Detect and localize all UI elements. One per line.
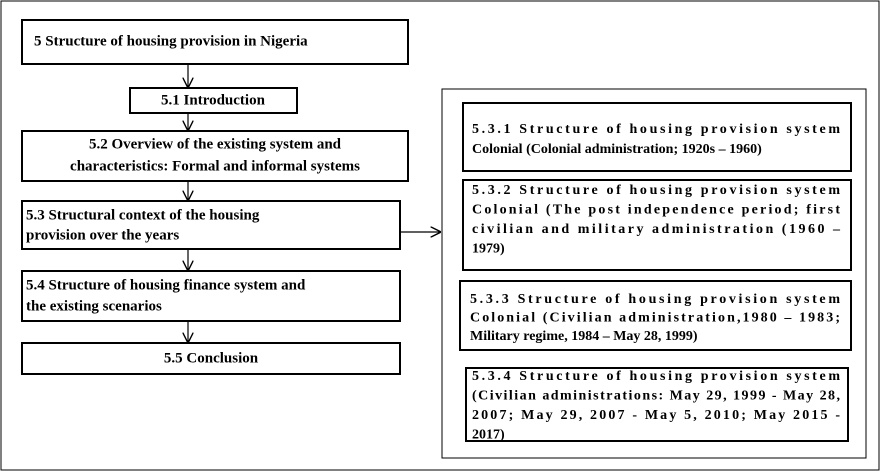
box-label: 5.1 Introduction — [161, 92, 266, 108]
process-box — [21, 342, 401, 375]
box-label: provision over the years — [26, 227, 179, 243]
box-label: the existing scenarios — [26, 298, 162, 314]
detail-label: Colonial (Colonial administration; 1920s… — [472, 142, 762, 157]
box-label: 5.4 Structure of housing finance system … — [26, 277, 306, 293]
box-label: 5.2 Overview of the existing system and — [89, 136, 342, 152]
process-box — [21, 130, 409, 182]
process-box — [21, 270, 401, 322]
detail-label: (Civilian administrations: May 29, 1999 … — [472, 389, 840, 404]
detail-label: 1979) — [472, 242, 505, 257]
detail-label: Colonial (Civilian administration,1980 –… — [470, 311, 840, 326]
process-box — [21, 200, 401, 250]
arrows — [188, 64, 440, 342]
box-label: 5 Structure of housing provision in Nige… — [34, 33, 308, 49]
detail-label: Colonial (The post independence period; … — [472, 203, 840, 218]
detail-label: 2007; May 29, 2007 - May 5, 2010; May 20… — [472, 408, 840, 423]
detail-box — [465, 367, 849, 442]
detail-box — [462, 179, 852, 271]
detail-box — [462, 102, 852, 172]
detail-label: 2017) — [472, 428, 505, 443]
box-label: characteristics: Formal and informal sys… — [70, 158, 360, 174]
detail-box — [459, 280, 852, 351]
process-box — [129, 87, 298, 114]
box-label: 5.5 Conclusion — [164, 350, 259, 366]
box-label: 5.3 Structural context of the housing — [26, 207, 260, 223]
process-box — [21, 19, 409, 65]
detail-label: civilian and military administration (19… — [472, 222, 841, 237]
detail-label: Military regime, 1984 – May 28, 1999) — [470, 329, 698, 344]
